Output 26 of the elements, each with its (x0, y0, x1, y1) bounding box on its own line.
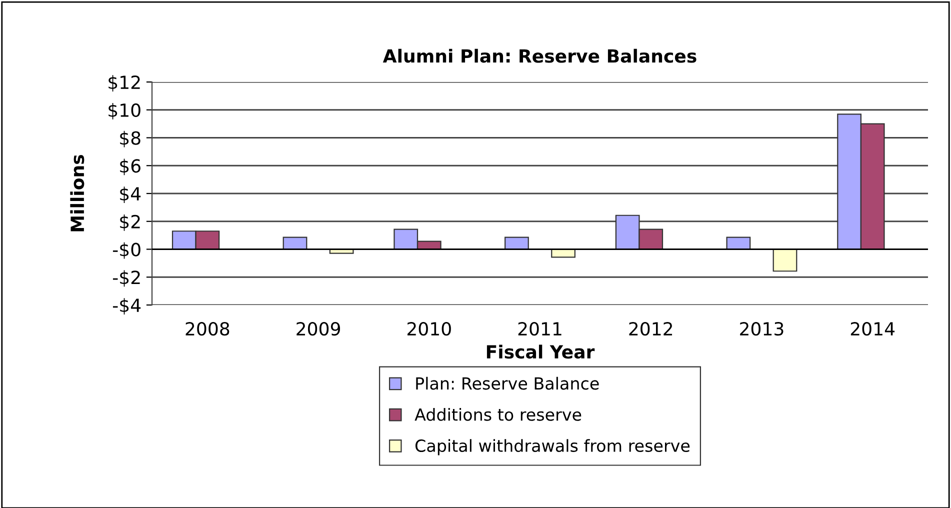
y-tick-label: -$0 (112, 242, 140, 259)
y-tick-label: -$4 (112, 298, 141, 315)
x-tick-label: 2009 (296, 322, 340, 336)
legend-label: Plan: Reserve Balance (416, 376, 599, 390)
bar (504, 236, 529, 250)
legend-label: Additions to reserve (414, 408, 582, 421)
chart-title: Alumni Plan: Reserve Balances (382, 48, 696, 63)
x-tick-label: 2013 (740, 322, 784, 336)
x-tick-label: 2011 (518, 322, 562, 336)
bar (282, 236, 308, 250)
y-tick-label: $8 (120, 130, 140, 148)
x-axis-title: Fiscal Year (486, 344, 595, 359)
x-tick-label: 2010 (407, 322, 451, 336)
y-tick-label: -$2 (112, 270, 140, 287)
x-tick-label: 2014 (850, 322, 895, 336)
x-tick-label: 2008 (186, 322, 230, 336)
y-tick-label: $2 (120, 214, 140, 231)
bar (772, 248, 798, 272)
y-axis-title: Millions (70, 154, 84, 232)
x-tick-label: 2012 (629, 322, 672, 336)
bar (726, 236, 751, 250)
y-tick-label: $10 (108, 103, 140, 120)
y-tick-label: $6 (120, 158, 140, 176)
y-tick-label: $4 (120, 186, 141, 204)
legend-label: Capital withdrawals from reserve (415, 439, 690, 456)
y-tick-label: $12 (108, 75, 140, 92)
